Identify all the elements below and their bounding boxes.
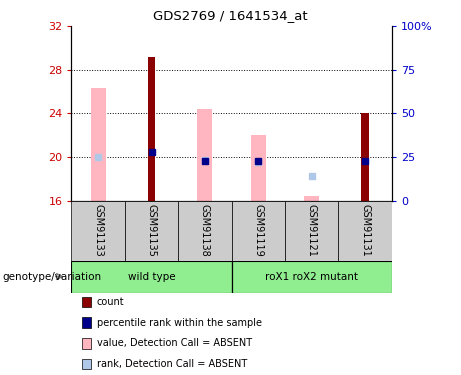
Text: percentile rank within the sample: percentile rank within the sample	[97, 318, 262, 327]
Bar	[178, 201, 231, 261]
Text: GSM91133: GSM91133	[93, 204, 103, 257]
Text: genotype/variation: genotype/variation	[2, 272, 101, 282]
Bar	[304, 196, 319, 201]
Bar	[82, 317, 91, 328]
Text: GSM91119: GSM91119	[254, 204, 263, 257]
Bar	[82, 297, 91, 307]
Bar	[125, 201, 178, 261]
Text: GSM91135: GSM91135	[147, 204, 157, 257]
Bar	[251, 135, 266, 201]
Bar	[91, 88, 106, 201]
Bar	[361, 113, 369, 201]
Text: value, Detection Call = ABSENT: value, Detection Call = ABSENT	[97, 338, 252, 348]
Bar	[231, 201, 285, 261]
Bar	[71, 261, 231, 292]
Text: count: count	[97, 297, 124, 307]
Text: GSM91131: GSM91131	[360, 204, 370, 257]
Bar	[338, 201, 392, 261]
Bar	[197, 109, 213, 201]
Text: GDS2769 / 1641534_at: GDS2769 / 1641534_at	[153, 9, 308, 22]
Bar	[285, 201, 338, 261]
Bar	[148, 57, 155, 201]
Bar	[82, 358, 91, 369]
Text: GSM91138: GSM91138	[200, 204, 210, 257]
Text: GSM91121: GSM91121	[307, 204, 317, 257]
Text: rank, Detection Call = ABSENT: rank, Detection Call = ABSENT	[97, 359, 247, 369]
Text: wild type: wild type	[128, 272, 175, 282]
Bar	[231, 261, 392, 292]
Bar	[82, 338, 91, 349]
Text: roX1 roX2 mutant: roX1 roX2 mutant	[265, 272, 358, 282]
Bar	[71, 201, 125, 261]
